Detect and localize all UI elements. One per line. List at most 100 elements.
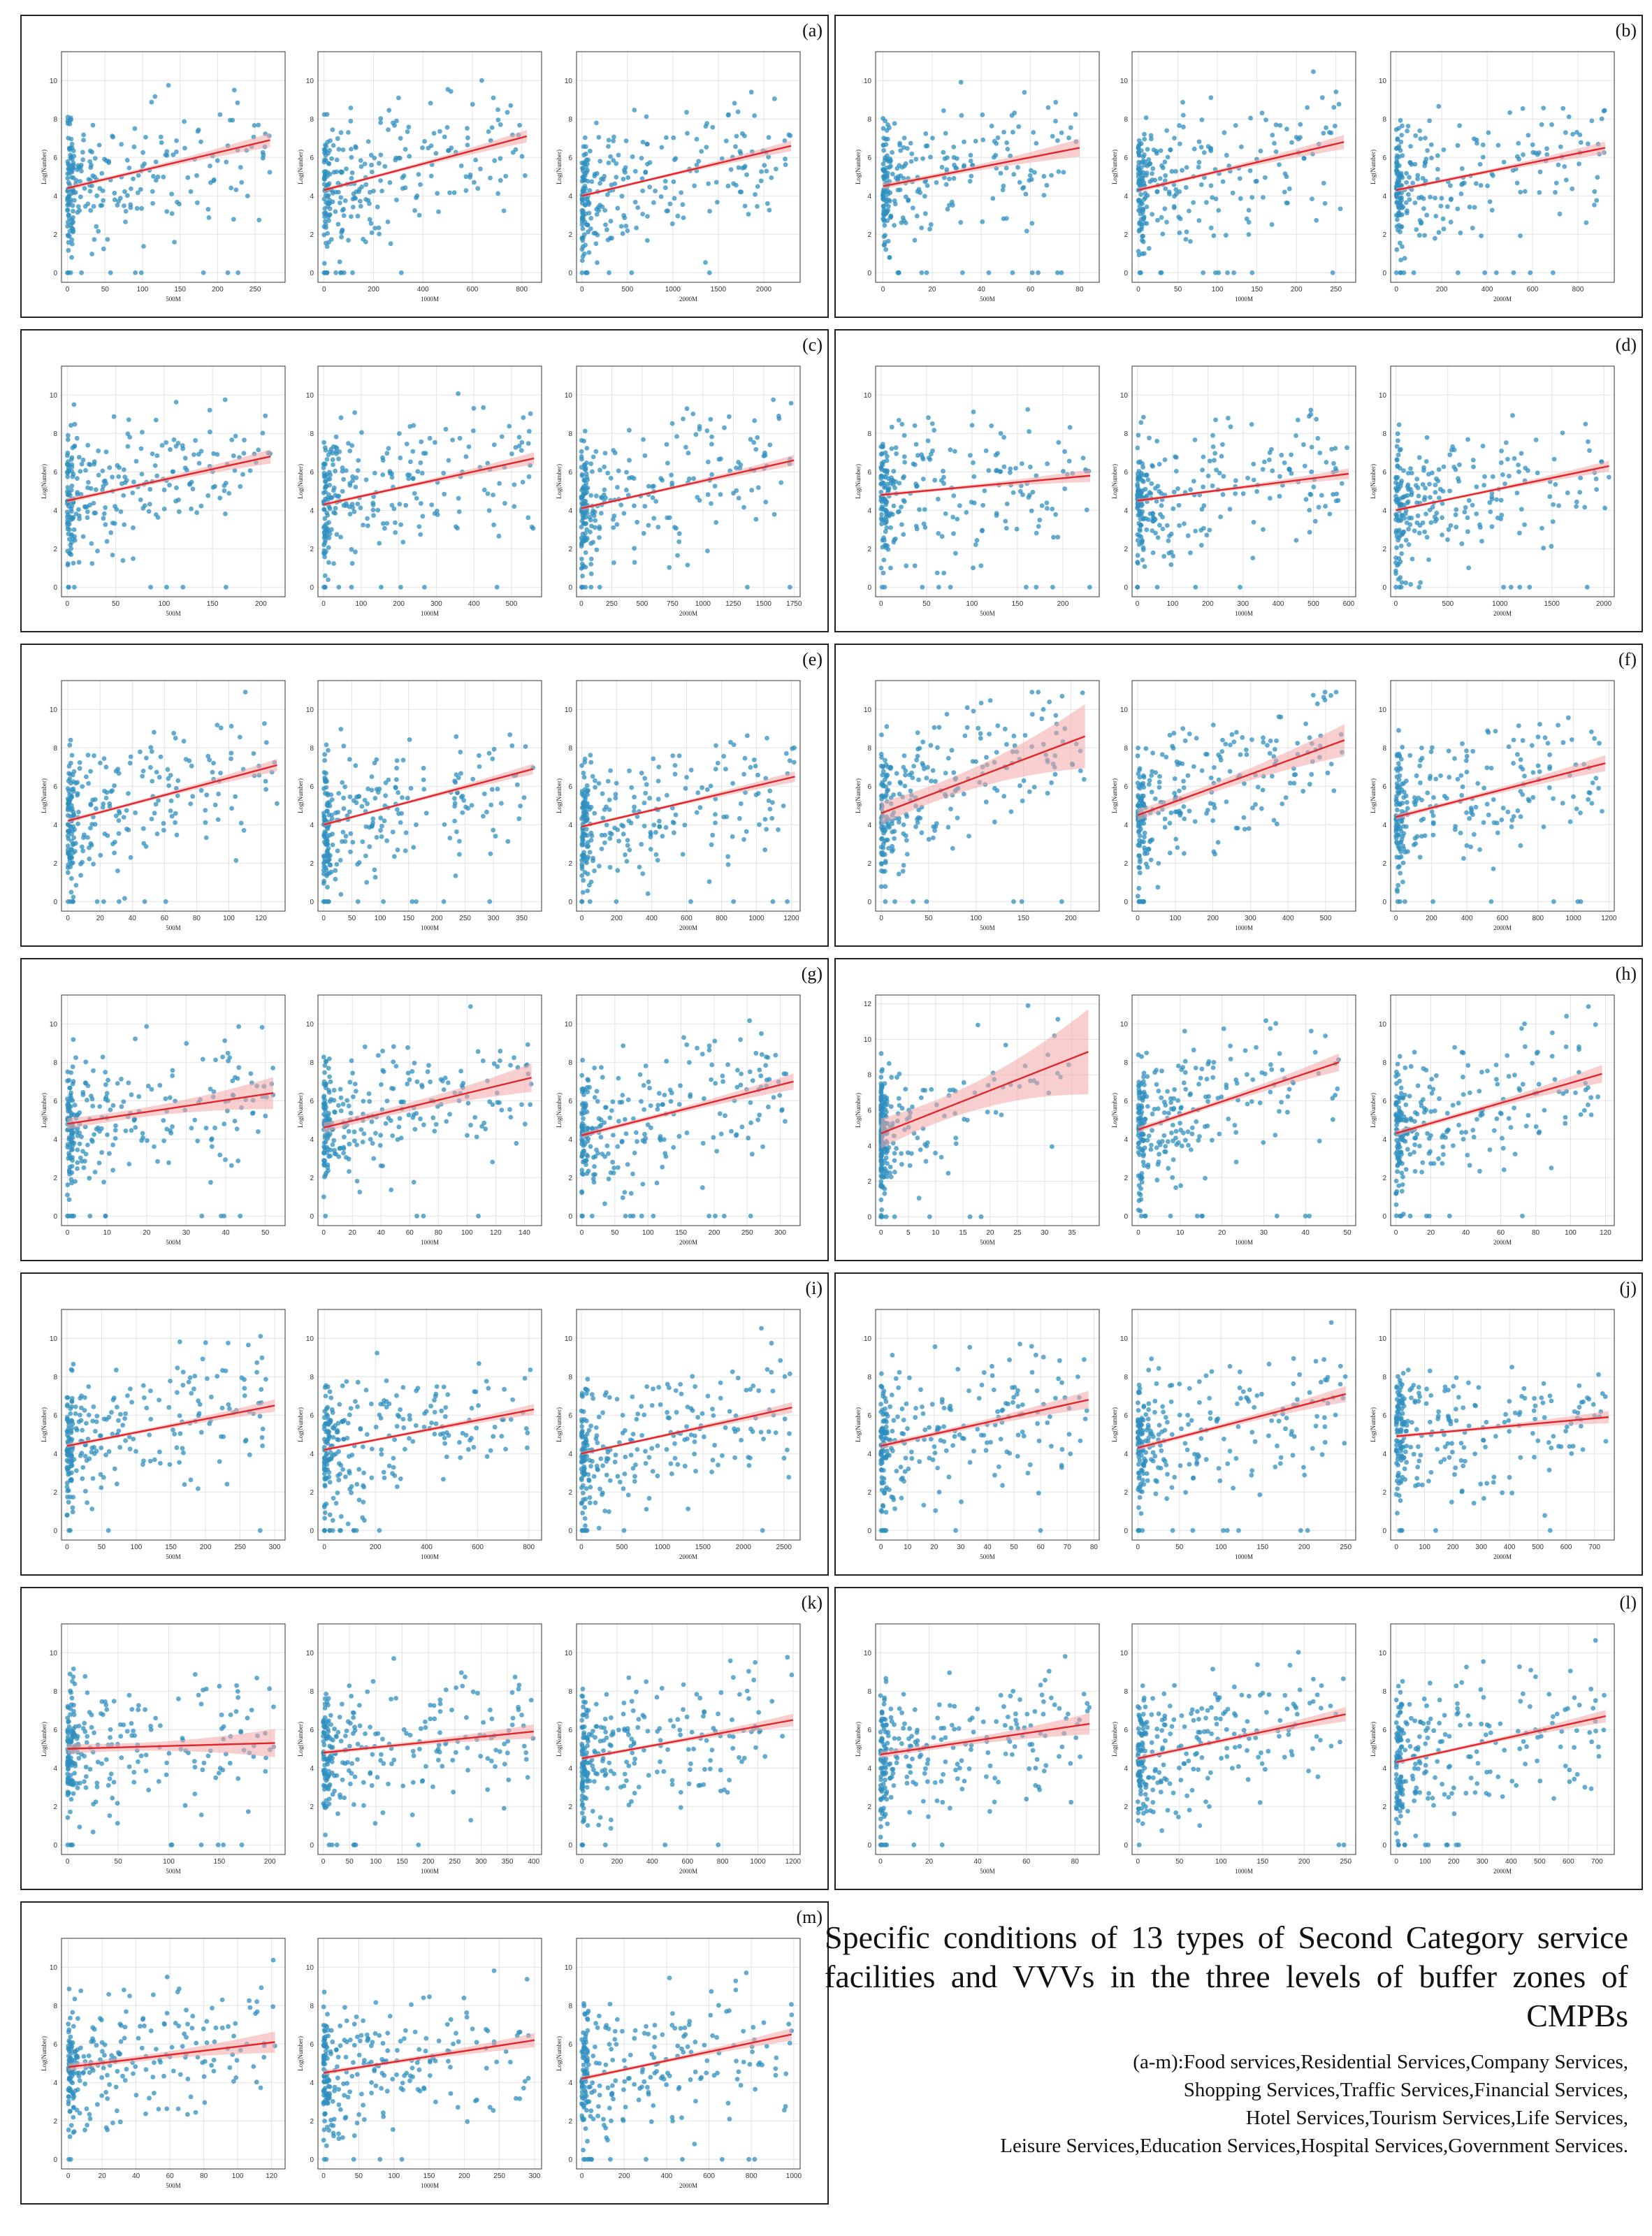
data-point xyxy=(1155,217,1160,223)
data-point xyxy=(422,584,427,590)
data-point xyxy=(788,400,794,406)
y-axis-label: Log(Number) xyxy=(297,150,304,184)
data-point xyxy=(640,871,646,876)
data-point xyxy=(1448,523,1454,528)
data-point xyxy=(579,449,584,454)
data-point xyxy=(1234,729,1239,735)
data-point xyxy=(1144,221,1150,226)
data-point xyxy=(326,218,331,224)
data-point xyxy=(888,525,893,530)
data-point xyxy=(1410,556,1415,562)
data-point xyxy=(1171,553,1176,559)
data-point xyxy=(1159,163,1164,168)
data-point xyxy=(1226,416,1231,421)
data-point xyxy=(1172,194,1177,199)
data-point xyxy=(334,169,339,175)
y-tick-label: 8 xyxy=(53,745,57,753)
data-point xyxy=(883,500,888,505)
data-point xyxy=(67,228,73,234)
data-point xyxy=(1241,815,1247,820)
data-point xyxy=(1204,532,1210,538)
data-point xyxy=(1428,142,1434,147)
data-point xyxy=(878,476,884,481)
data-point xyxy=(1310,692,1316,698)
data-point xyxy=(69,861,74,866)
data-point xyxy=(1059,694,1065,699)
data-point xyxy=(672,771,678,777)
data-point xyxy=(679,190,683,195)
data-point xyxy=(169,211,175,216)
data-point xyxy=(733,144,738,150)
data-point xyxy=(883,514,889,520)
data-point xyxy=(907,772,912,778)
data-point xyxy=(340,488,345,494)
data-point xyxy=(321,182,327,187)
data-point xyxy=(1204,200,1209,205)
data-point xyxy=(67,855,72,860)
data-point xyxy=(1397,584,1402,590)
x-tick-label: 250 xyxy=(1330,286,1342,293)
x-axis-label: 500M xyxy=(166,924,181,931)
subplot: 0 200 400 600 800 1000 120002468102000MLog(Num… xyxy=(556,680,801,931)
data-point xyxy=(161,507,167,511)
data-point xyxy=(118,509,124,514)
data-point xyxy=(1155,885,1161,890)
data-point xyxy=(1001,129,1006,135)
data-point xyxy=(166,776,171,781)
data-point xyxy=(1415,176,1420,182)
data-point xyxy=(453,873,458,878)
data-point xyxy=(1210,195,1215,200)
data-point xyxy=(1551,270,1556,275)
data-point xyxy=(1574,499,1579,504)
data-point xyxy=(901,136,907,140)
data-point xyxy=(338,415,344,421)
data-point xyxy=(1157,785,1162,790)
y-tick-label: 8 xyxy=(867,116,871,124)
data-point xyxy=(167,482,172,488)
data-point xyxy=(324,240,328,246)
data-point xyxy=(984,755,989,760)
data-point xyxy=(472,180,477,185)
data-point xyxy=(74,435,80,441)
data-point xyxy=(1300,788,1306,794)
data-point xyxy=(400,539,406,545)
data-point xyxy=(519,448,524,453)
data-point xyxy=(149,749,154,754)
data-point xyxy=(333,468,338,474)
data-point xyxy=(211,760,216,766)
y-tick-label: 8 xyxy=(1382,430,1386,438)
data-point xyxy=(915,815,921,820)
data-point xyxy=(951,531,956,536)
data-point xyxy=(351,191,356,196)
data-point xyxy=(1520,106,1526,111)
data-point xyxy=(621,176,626,182)
data-point xyxy=(165,767,171,772)
data-point xyxy=(1490,474,1495,479)
data-point xyxy=(746,212,751,217)
data-point xyxy=(393,777,399,782)
data-point xyxy=(1393,480,1398,486)
data-point xyxy=(508,103,514,108)
data-point xyxy=(1143,516,1149,521)
data-point xyxy=(327,212,333,217)
y-tick-label: 10 xyxy=(50,78,58,85)
data-point xyxy=(326,161,332,166)
data-point xyxy=(1067,425,1073,430)
data-point xyxy=(450,437,455,442)
data-point xyxy=(340,780,345,785)
y-tick-label: 0 xyxy=(867,899,871,906)
data-point xyxy=(881,242,887,248)
data-point xyxy=(762,817,768,822)
data-point xyxy=(391,506,397,511)
data-point xyxy=(718,492,723,497)
data-point xyxy=(347,511,353,517)
data-point xyxy=(502,500,507,506)
data-point xyxy=(637,864,642,870)
data-point xyxy=(1307,530,1312,535)
data-point xyxy=(96,143,102,148)
data-point xyxy=(198,139,203,145)
data-point xyxy=(1314,701,1320,706)
data-point xyxy=(945,755,951,761)
